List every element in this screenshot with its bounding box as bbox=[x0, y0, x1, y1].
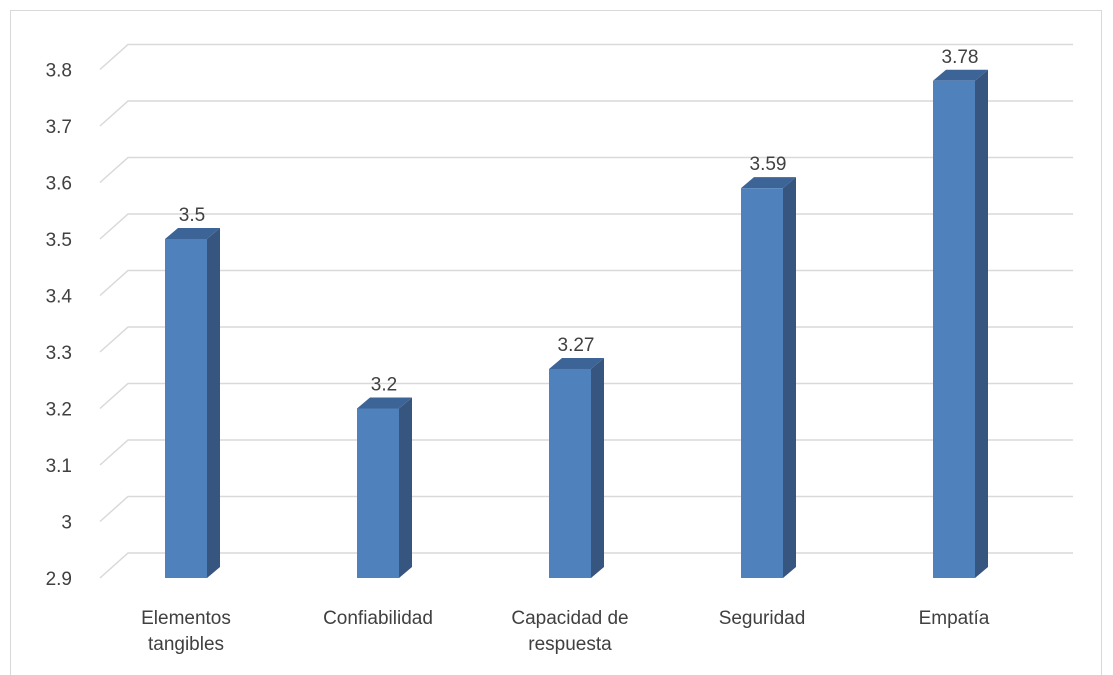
bar bbox=[741, 177, 796, 578]
y-tick-label: 3.7 bbox=[46, 117, 72, 138]
y-tick-label: 3.5 bbox=[46, 230, 72, 251]
category-label: Capacidad de respuesta bbox=[511, 608, 628, 655]
bar-front bbox=[165, 239, 207, 578]
bar-side bbox=[975, 69, 988, 579]
y-tick-label: 3.6 bbox=[46, 174, 72, 195]
bar-front bbox=[549, 368, 591, 578]
bar-side bbox=[207, 228, 220, 578]
y-tick-label: 3.3 bbox=[46, 343, 72, 364]
category-label: Elementos tangibles bbox=[141, 608, 231, 655]
gridlines bbox=[99, 43, 1073, 579]
bar bbox=[549, 357, 604, 578]
y-tick-label: 3.1 bbox=[46, 456, 72, 477]
bar-top bbox=[741, 177, 796, 189]
data-label: 3.27 bbox=[558, 335, 595, 356]
bar-side bbox=[399, 397, 412, 578]
bar bbox=[357, 397, 412, 578]
data-label: 3.2 bbox=[371, 375, 397, 396]
y-tick-label: 3.8 bbox=[46, 61, 72, 82]
bar-top bbox=[933, 69, 988, 81]
bar-top bbox=[165, 228, 220, 239]
bar-side bbox=[783, 177, 796, 578]
bar bbox=[165, 228, 220, 578]
bar bbox=[933, 69, 988, 579]
y-tick-label: 3 bbox=[61, 513, 72, 534]
y-axis-tick-labels: 2.9 3 3.1 3.2 3.3 3.4 3.5 3.6 3.7 3.8 bbox=[46, 61, 73, 591]
category-label: Seguridad bbox=[719, 608, 806, 629]
gridline bbox=[99, 100, 1073, 127]
bar-top bbox=[549, 357, 604, 369]
data-label: 3.5 bbox=[179, 205, 205, 226]
data-labels: 3.5 3.2 3.27 3.59 3.78 bbox=[179, 47, 979, 396]
bar-front bbox=[741, 188, 783, 578]
bars bbox=[165, 69, 988, 579]
gridline bbox=[99, 156, 1073, 184]
gridline bbox=[99, 213, 1073, 240]
gridline bbox=[99, 43, 1073, 71]
gridline bbox=[99, 269, 1073, 297]
bar-side bbox=[591, 357, 604, 578]
y-tick-label: 2.9 bbox=[46, 569, 72, 590]
bar-top bbox=[357, 397, 412, 409]
x-axis-category-labels: Elementos tangibles Confiabilidad Capacidad… bbox=[141, 608, 990, 655]
data-label: 3.59 bbox=[750, 154, 787, 175]
bar-front bbox=[933, 80, 975, 579]
data-label: 3.78 bbox=[942, 47, 979, 68]
category-label: Empatía bbox=[919, 608, 990, 629]
category-label: Confiabilidad bbox=[323, 608, 433, 629]
y-tick-label: 3.4 bbox=[46, 287, 73, 308]
y-tick-label: 3.2 bbox=[46, 400, 72, 421]
bar-front bbox=[357, 408, 399, 578]
